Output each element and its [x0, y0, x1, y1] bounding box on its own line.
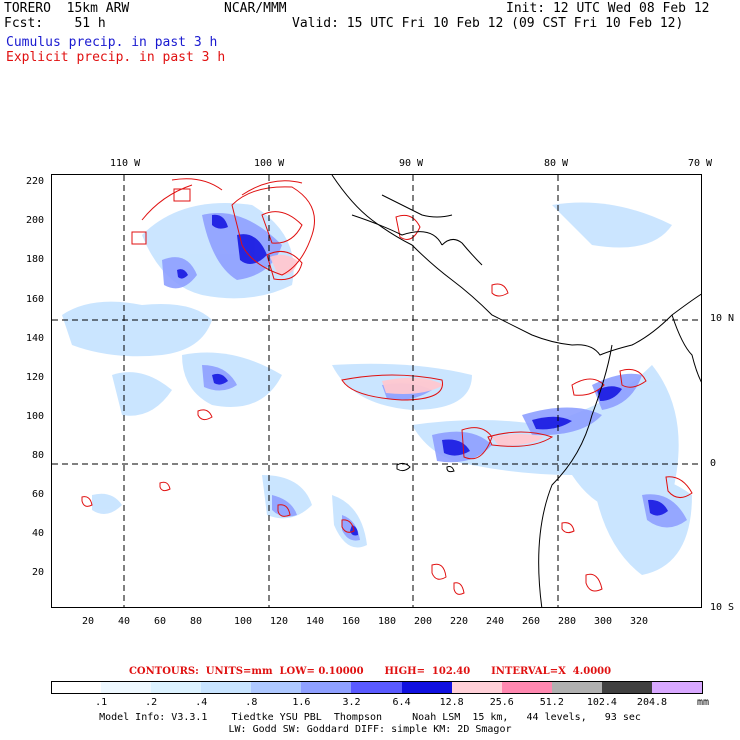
explicit-precip-contours [81, 178, 693, 595]
legend-label: 102.4 [586, 697, 617, 708]
y-tick: 80 [32, 450, 45, 461]
x-tick: 80 [190, 616, 203, 627]
legend-swatch [651, 681, 703, 694]
legend-swatch [51, 681, 103, 694]
forecast-hour: Fcst: 51 h [4, 16, 106, 31]
x-tick: 180 [378, 616, 397, 627]
legend-label: 12.8 [439, 697, 464, 708]
x-tick: 220 [450, 616, 469, 627]
legend-swatch [401, 681, 453, 694]
legend-swatch [601, 681, 653, 694]
y-tick: 160 [26, 294, 45, 305]
precip-map [51, 174, 702, 608]
y-tick: 180 [26, 254, 45, 265]
y-tick: 40 [32, 528, 45, 539]
legend-label: 3.2 [342, 697, 361, 708]
explicit-precip-label: Explicit precip. in past 3 h [6, 50, 226, 65]
valid-time: Valid: 15 UTC Fri 10 Feb 12 (09 CST Fri … [292, 16, 684, 31]
x-tick: 120 [270, 616, 289, 627]
coastlines [331, 175, 701, 607]
x-tick: 160 [342, 616, 361, 627]
legend-swatch [151, 681, 203, 694]
lat-label: 10 N [710, 313, 735, 324]
lon-label: 70 W [688, 158, 713, 169]
y-tick: 120 [26, 372, 45, 383]
y-tick: 200 [26, 215, 45, 226]
legend-swatch [301, 681, 353, 694]
cumulus-precip-label: Cumulus precip. in past 3 h [6, 35, 218, 50]
x-tick: 100 [234, 616, 253, 627]
lat-lon-grid [52, 175, 701, 607]
y-tick: 220 [26, 176, 45, 187]
legend-label: 204.8 [636, 697, 668, 708]
map-canvas [52, 175, 701, 607]
x-tick: 40 [118, 616, 131, 627]
x-tick: 240 [486, 616, 505, 627]
x-tick: 320 [630, 616, 649, 627]
x-tick: 300 [594, 616, 613, 627]
legend-label: 6.4 [392, 697, 411, 708]
y-tick: 100 [26, 411, 45, 422]
lon-label: 100 W [254, 158, 285, 169]
y-tick: 60 [32, 489, 45, 500]
model-info-line2: LW: Godd SW: Goddard DIFF: simple KM: 2D… [228, 724, 512, 735]
model-title: TORERO 15km ARW [4, 1, 130, 16]
organization-label: NCAR/MMM [224, 1, 287, 16]
explicit-precip-fill [270, 254, 544, 446]
y-tick: 20 [32, 567, 45, 578]
contours-info: CONTOURS: UNITS=mm LOW= 0.10000 HIGH= 10… [128, 666, 612, 677]
legend-swatch [201, 681, 253, 694]
legend-colorbar [51, 681, 703, 694]
x-tick: 200 [414, 616, 433, 627]
x-tick: 260 [522, 616, 541, 627]
legend-label: 25.6 [489, 697, 514, 708]
legend-unit: mm [697, 697, 710, 708]
x-tick: 140 [306, 616, 325, 627]
legend-swatch [501, 681, 553, 694]
legend-label: .4 [195, 697, 208, 708]
legend-label: .2 [145, 697, 158, 708]
lon-label: 80 W [544, 158, 569, 169]
legend-swatch [101, 681, 153, 694]
legend-swatch [551, 681, 603, 694]
legend-swatch [351, 681, 403, 694]
x-tick: 60 [154, 616, 167, 627]
y-tick: 140 [26, 333, 45, 344]
lat-label: 10 S [710, 602, 735, 613]
legend-swatch [251, 681, 303, 694]
init-time: Init: 12 UTC Wed 08 Feb 12 [506, 1, 710, 16]
lon-label: 110 W [110, 158, 141, 169]
x-tick: 20 [82, 616, 95, 627]
legend-swatch [451, 681, 503, 694]
lon-label: 90 W [399, 158, 424, 169]
legend-label: .8 [245, 697, 258, 708]
legend-label: 51.2 [539, 697, 564, 708]
x-tick: 280 [558, 616, 577, 627]
legend-label: .1 [95, 697, 108, 708]
lat-label: 0 [710, 458, 717, 469]
model-info-line1: Model Info: V3.3.1 Tiedtke YSU PBL Thomp… [99, 712, 641, 723]
legend-label: 1.6 [292, 697, 311, 708]
